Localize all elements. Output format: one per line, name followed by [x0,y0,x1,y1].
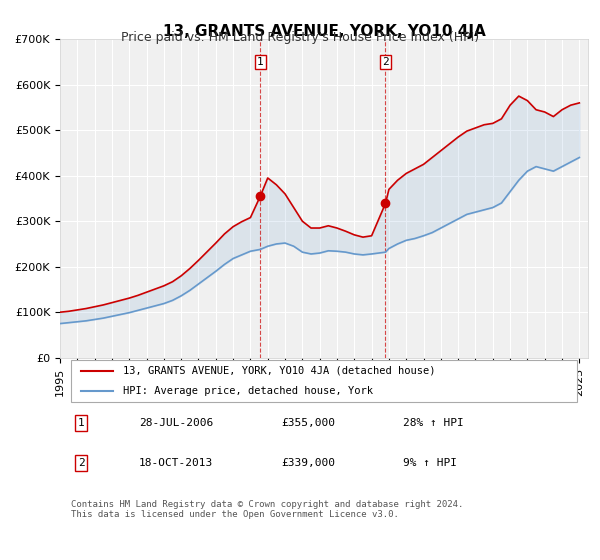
FancyBboxPatch shape [71,360,577,402]
Text: £339,000: £339,000 [282,458,336,468]
Text: Price paid vs. HM Land Registry's House Price Index (HPI): Price paid vs. HM Land Registry's House … [121,31,479,44]
Text: 1: 1 [257,57,263,67]
Text: 13, GRANTS AVENUE, YORK, YO10 4JA (detached house): 13, GRANTS AVENUE, YORK, YO10 4JA (detac… [124,366,436,376]
Text: 28-JUL-2006: 28-JUL-2006 [139,418,214,428]
Text: 2: 2 [382,57,389,67]
Text: 18-OCT-2013: 18-OCT-2013 [139,458,214,468]
Text: £355,000: £355,000 [282,418,336,428]
Text: 1: 1 [78,418,85,428]
Text: 9% ↑ HPI: 9% ↑ HPI [403,458,457,468]
Title: 13, GRANTS AVENUE, YORK, YO10 4JA: 13, GRANTS AVENUE, YORK, YO10 4JA [163,24,485,39]
Text: 2: 2 [78,458,85,468]
Text: 28% ↑ HPI: 28% ↑ HPI [403,418,464,428]
Text: HPI: Average price, detached house, York: HPI: Average price, detached house, York [124,386,373,396]
Text: Contains HM Land Registry data © Crown copyright and database right 2024.
This d: Contains HM Land Registry data © Crown c… [71,500,463,519]
